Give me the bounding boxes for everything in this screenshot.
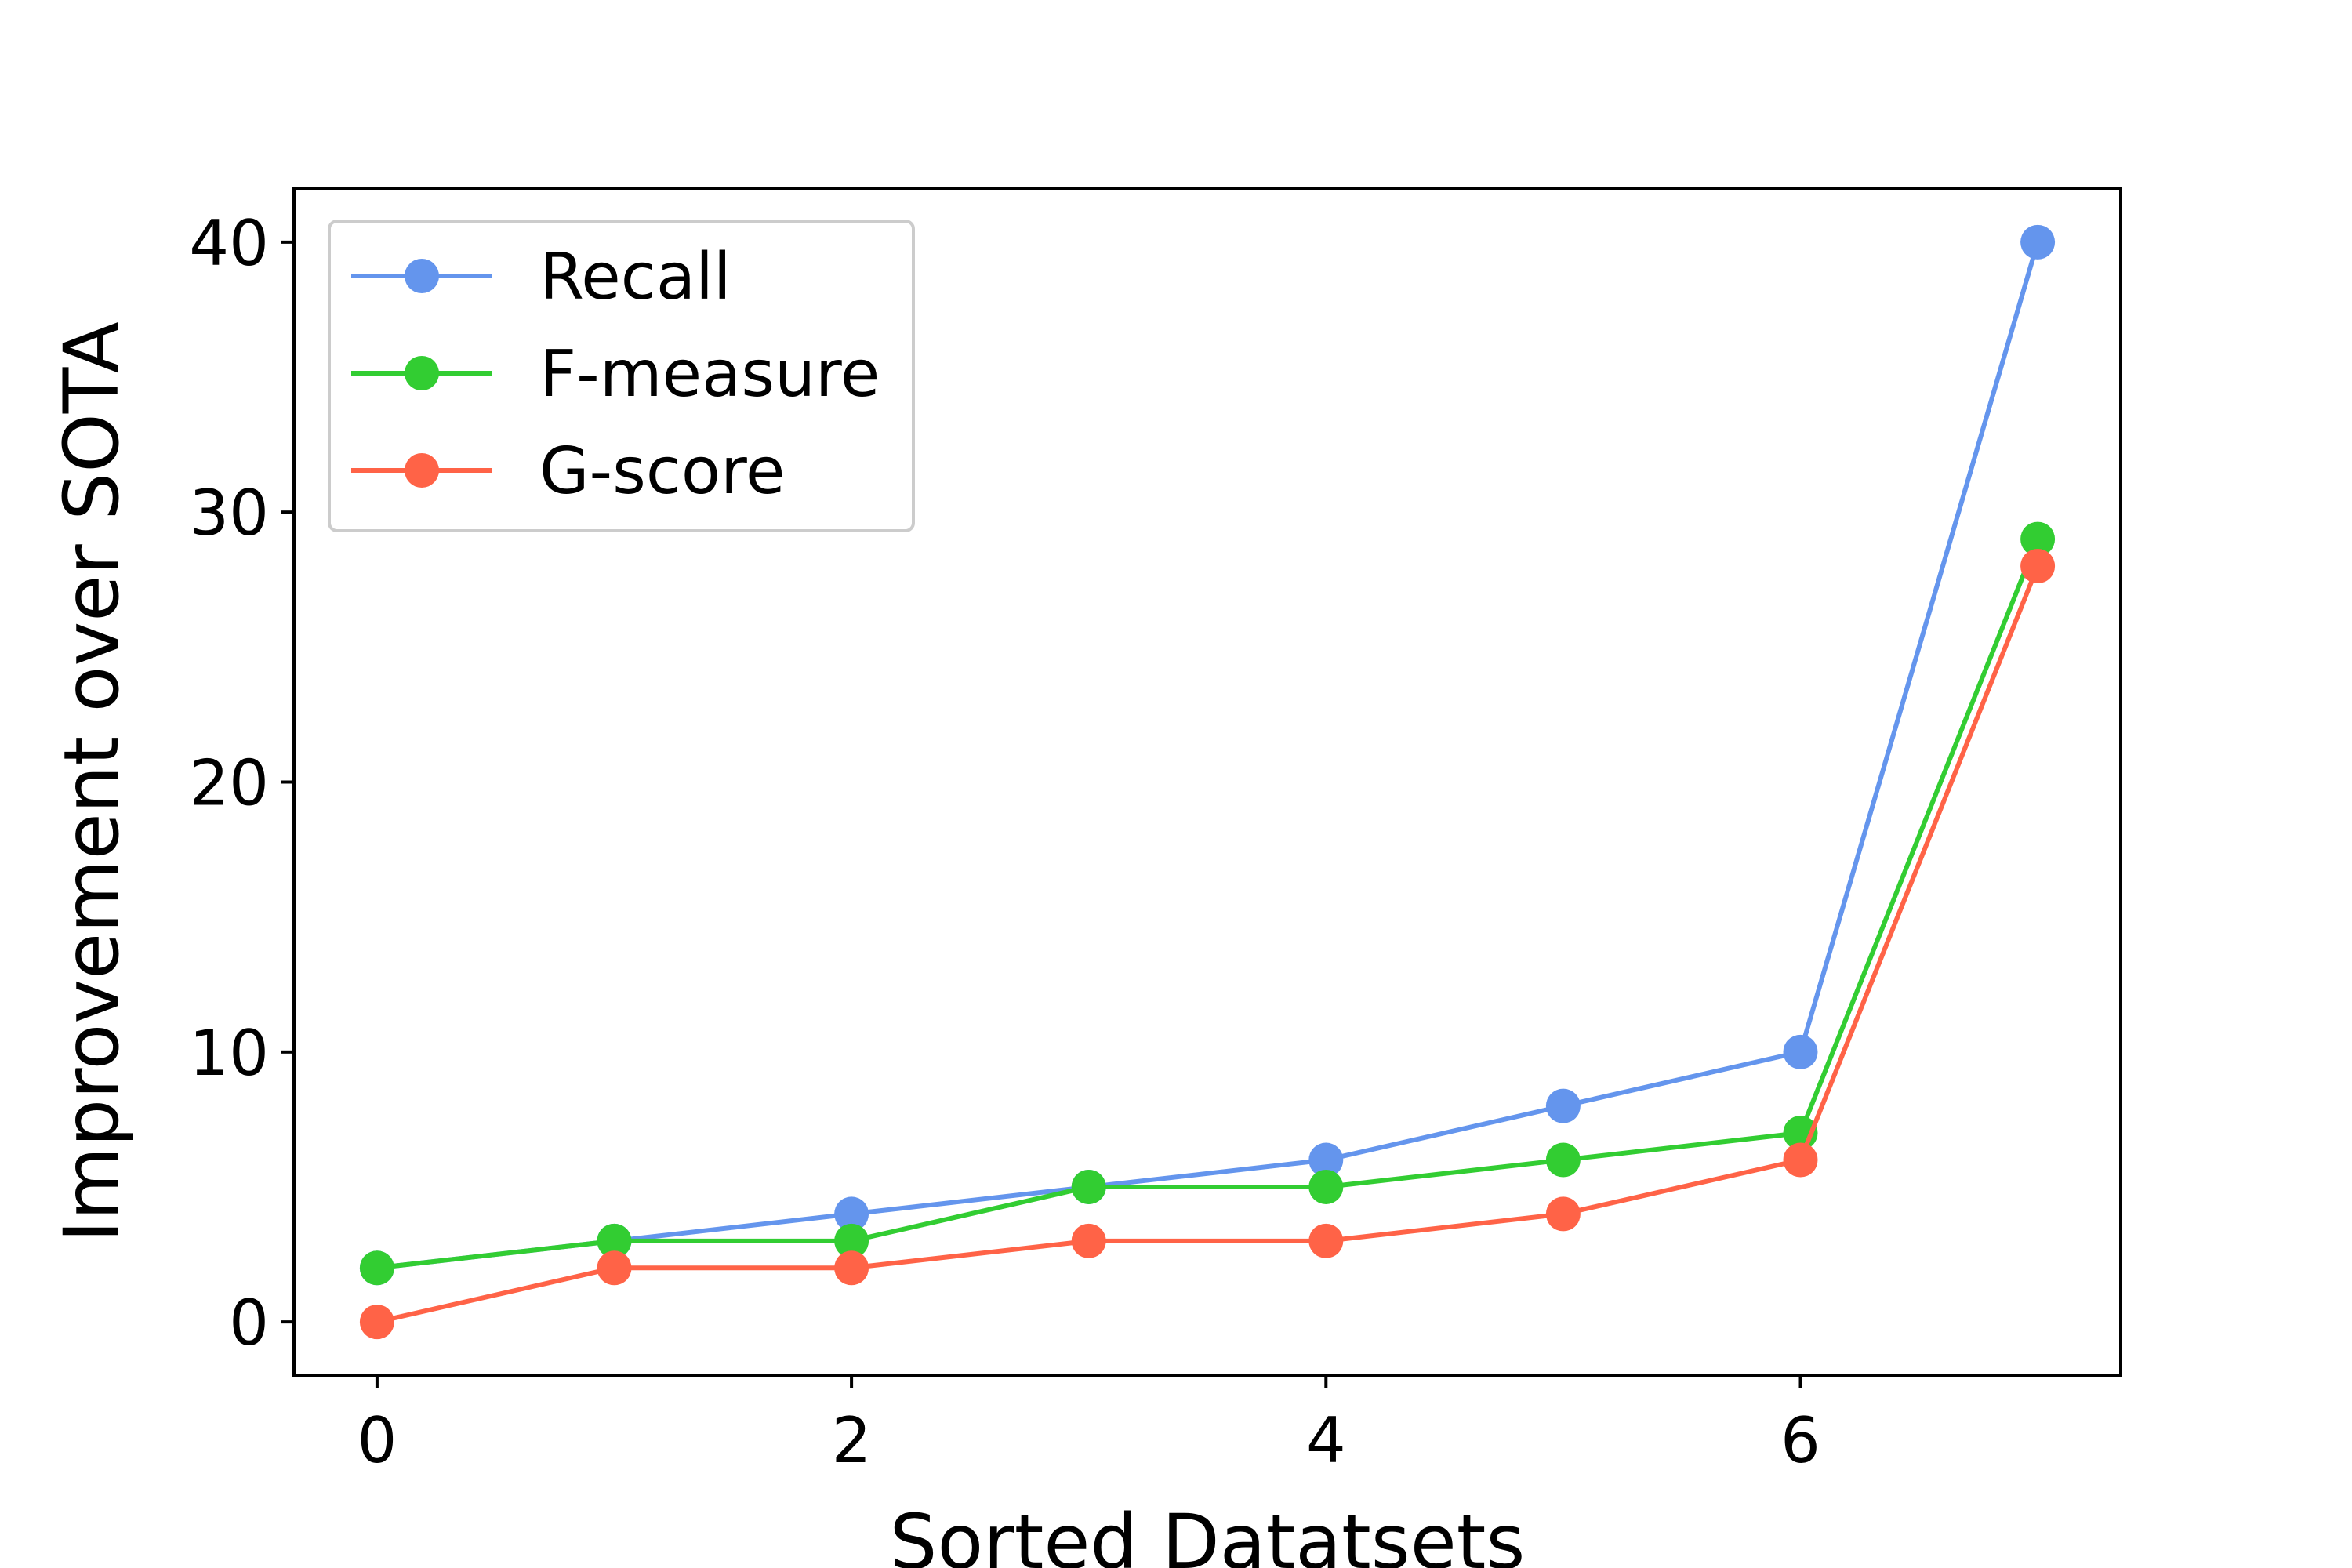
- series-layer: [359, 224, 2056, 1340]
- y-tick-label: 30: [189, 477, 269, 550]
- data-point-recall: [2020, 224, 2056, 260]
- legend-item-recall: Recall: [351, 240, 731, 314]
- series-line-f-measure: [376, 538, 2040, 1271]
- legend-marker-f-measure: [405, 356, 439, 390]
- data-point-g-score: [1783, 1142, 1818, 1178]
- y-tick-label: 20: [189, 747, 269, 820]
- y-tick-label: 0: [229, 1287, 269, 1359]
- series-f-measure: [359, 521, 2056, 1286]
- legend-box: [328, 220, 915, 532]
- data-point-f-measure: [359, 1250, 394, 1286]
- legend-marker-recall: [405, 259, 439, 293]
- x-axis-ticks: 0 2 4 6: [357, 1376, 1820, 1477]
- y-tick-label: 10: [189, 1017, 269, 1090]
- data-point-recall: [834, 1196, 869, 1232]
- data-point-f-measure: [2020, 521, 2056, 557]
- data-point-f-measure: [834, 1223, 869, 1258]
- data-point-g-score: [2020, 549, 2056, 584]
- data-point-g-score: [1071, 1223, 1106, 1258]
- legend-label-f-measure: F-measure: [539, 337, 880, 412]
- y-axis-ticks: 0 10 20 30 40: [189, 207, 294, 1359]
- legend: Recall F-measure G-score: [328, 220, 915, 532]
- data-point-recall: [1783, 1034, 1818, 1069]
- y-tick-label: 40: [189, 207, 269, 280]
- x-tick-label: 4: [1306, 1404, 1346, 1477]
- legend-item-g-score: G-score: [351, 434, 785, 509]
- y-axis-label: Improvement over SOTA: [48, 321, 136, 1242]
- data-point-g-score: [834, 1250, 869, 1286]
- data-point-recall: [1545, 1088, 1581, 1123]
- series-line-g-score: [376, 564, 2040, 1325]
- legend-label-recall: Recall: [539, 240, 731, 314]
- legend-marker-g-score: [405, 453, 439, 488]
- legend-label-g-score: G-score: [539, 434, 785, 509]
- series-g-score: [359, 549, 2056, 1340]
- x-tick-label: 6: [1780, 1404, 1820, 1477]
- data-point-recall: [1308, 1142, 1344, 1178]
- data-point-f-measure: [597, 1223, 632, 1258]
- data-point-g-score: [1308, 1223, 1344, 1258]
- data-point-g-score: [1545, 1196, 1581, 1232]
- data-point-f-measure: [1545, 1142, 1581, 1178]
- legend-item-f-measure: F-measure: [351, 337, 880, 412]
- series-line-recall: [376, 241, 2040, 1271]
- data-point-f-measure: [1071, 1169, 1106, 1204]
- data-point-g-score: [359, 1305, 394, 1340]
- x-axis-label: Sorted Datatsets: [890, 1498, 1526, 1568]
- x-tick-label: 0: [357, 1404, 397, 1477]
- data-point-g-score: [597, 1250, 632, 1286]
- data-point-f-measure: [1308, 1169, 1344, 1204]
- x-tick-label: 2: [832, 1404, 872, 1477]
- plot-frame: [292, 187, 2122, 1377]
